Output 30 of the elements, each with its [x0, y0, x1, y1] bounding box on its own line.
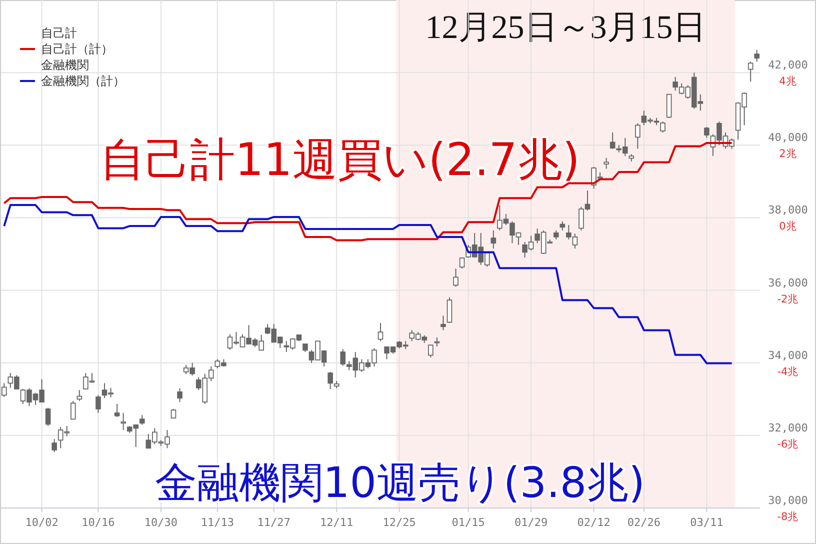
y2-tick-label: 2兆 — [779, 147, 797, 160]
y2-tick-label: 4兆 — [779, 74, 797, 88]
x-tick-label: 10/30 — [144, 516, 178, 529]
y-tick-label: 42,000 — [768, 58, 808, 72]
x-tick-label: 01/15 — [452, 516, 485, 529]
annotation: 自己計 — [41, 26, 77, 40]
legend-label: 金融機関（計） — [41, 74, 125, 88]
x-tick-label: 01/29 — [514, 516, 548, 529]
y-tick-label: 40,000 — [768, 131, 808, 144]
x-tick-label: 11/13 — [200, 516, 234, 529]
legend-label: 自己計（計） — [41, 42, 113, 56]
y-tick-label: 36,000 — [768, 276, 808, 290]
y2-tick-label: -2兆 — [777, 292, 799, 306]
x-tick-label: 11/27 — [257, 516, 290, 529]
y2-tick-label: 0兆 — [779, 220, 797, 233]
y-tick-label: 38,000 — [768, 204, 808, 217]
y2-tick-label: -8兆 — [777, 510, 799, 523]
x-tick-label: 12/25 — [382, 516, 416, 529]
y2-tick-label: -6兆 — [777, 437, 799, 450]
x-tick-label: 10/02 — [25, 516, 58, 529]
y-tick-label: 30,000 — [768, 494, 808, 507]
y-tick-label: 32,000 — [768, 421, 808, 434]
annotation: 金融機関 — [41, 58, 89, 72]
y-tick-label: 34,000 — [768, 348, 808, 362]
x-tick-label: 02/26 — [627, 516, 661, 529]
x-tick-label: 10/16 — [82, 516, 115, 529]
x-tick-label: 02/12 — [577, 516, 610, 529]
x-tick-label: 03/11 — [690, 516, 724, 529]
x-tick-label: 12/11 — [320, 516, 354, 529]
y2-tick-label: -4兆 — [777, 364, 799, 378]
